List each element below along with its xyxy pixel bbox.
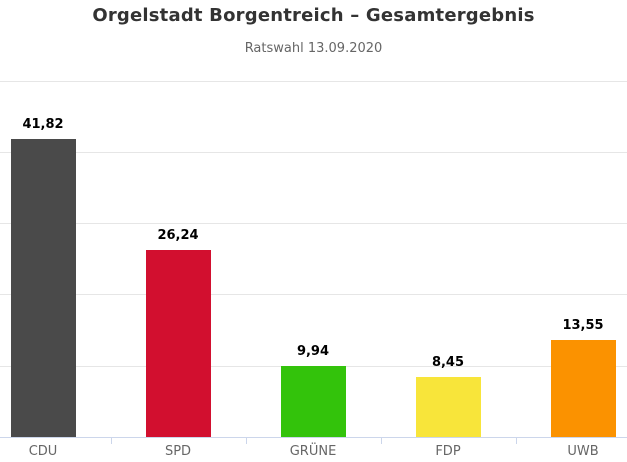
bar-cdu[interactable] [11,139,76,437]
x-axis-tick [381,437,382,444]
x-axis-label-cdu: CDU [28,444,58,459]
bar-fdp[interactable] [416,377,481,437]
x-axis-tick [516,437,517,444]
x-axis-tick [111,437,112,444]
x-axis-label-fdp: FDP [435,444,461,459]
gridline-50 [0,81,627,82]
bar-spd[interactable] [146,250,211,437]
value-label-uwb: 13,55 [562,318,604,333]
x-axis-line [0,437,627,438]
bar-gruene[interactable] [281,366,346,437]
x-axis-label-uwb: UWB [567,444,599,459]
value-label-fdp: 8,45 [431,355,465,370]
x-axis-label-spd: SPD [164,444,192,459]
x-axis-tick [246,437,247,444]
value-label-gruene: 9,94 [296,344,330,359]
chart-subtitle: Ratswahl 13.09.2020 [244,41,383,56]
gridline-30 [0,223,627,224]
value-label-spd: 26,24 [157,228,199,243]
chart-title: Orgelstadt Borgentreich – Gesamtergebnis [92,5,535,26]
gridline-20 [0,294,627,295]
bar-uwb[interactable] [551,340,616,437]
gridline-40 [0,152,627,153]
value-label-cdu: 41,82 [22,117,64,132]
x-axis-label-gruene: GRÜNE [289,444,337,459]
